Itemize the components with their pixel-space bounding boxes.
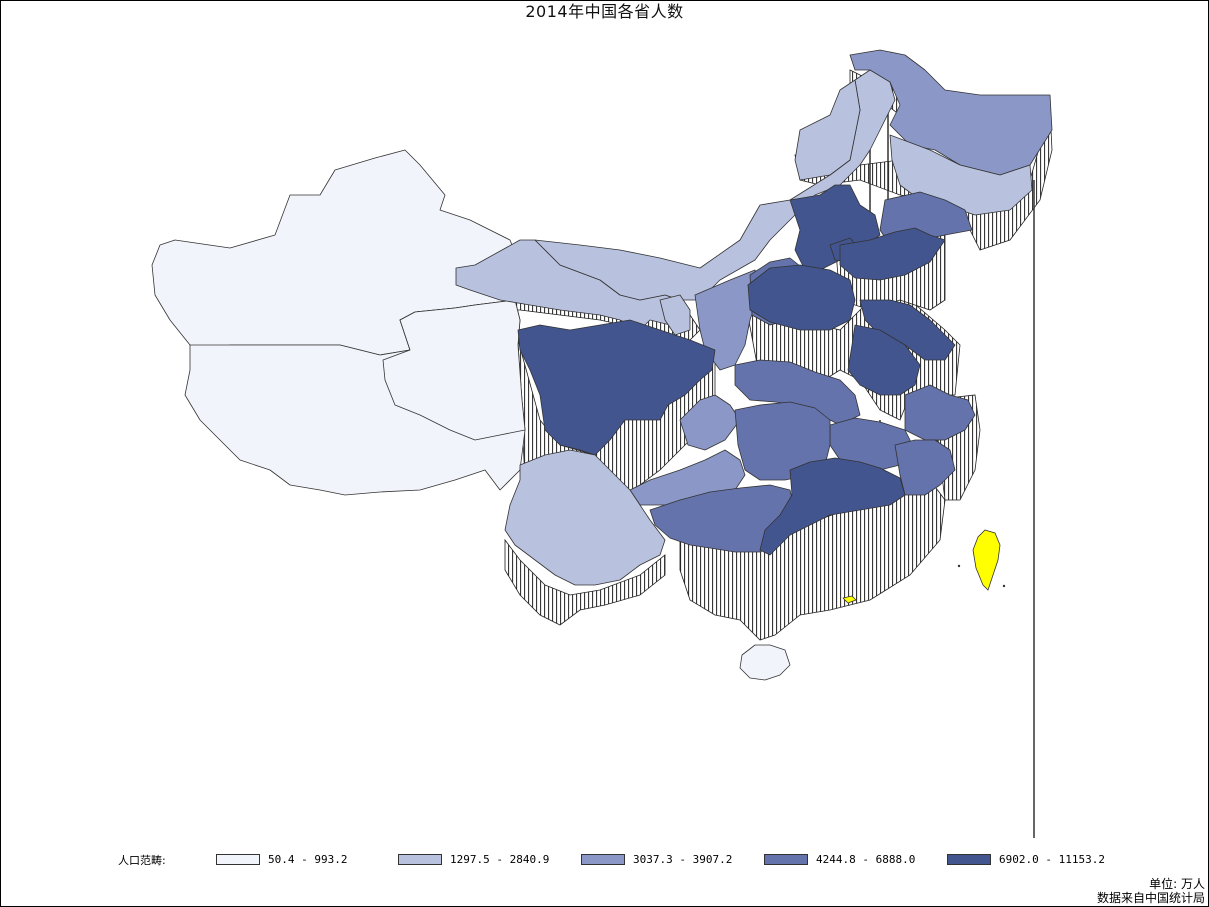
legend-label: 1297.5 - 2840.9 <box>450 852 550 866</box>
map-title: 2014年中国各省人数 <box>525 2 684 21</box>
region-guangdong[interactable] <box>759 457 906 556</box>
region-innermongolia-east[interactable] <box>794 79 861 181</box>
legend: 人口范畴: 50.4 - 993.2 1297.5 - 2840.9 3037.… <box>0 850 1209 870</box>
region-shaanxi[interactable] <box>694 269 761 371</box>
legend-label: 3037.3 - 3907.2 <box>633 852 733 866</box>
legend-swatch <box>216 853 260 865</box>
legend-label: 4244.8 - 6888.0 <box>816 852 916 866</box>
region-taiwan[interactable] <box>972 529 1001 591</box>
island-dot-2 <box>957 564 961 568</box>
island-dot <box>1002 584 1006 588</box>
province-tops <box>151 49 1053 681</box>
legend-swatch <box>398 853 442 865</box>
legend-item: 50.4 - 993.2 <box>216 852 347 866</box>
region-henan[interactable] <box>747 264 856 331</box>
region-yunnan[interactable] <box>504 449 666 586</box>
source-label: 数据来自中国统计局 <box>1096 891 1205 905</box>
region-hainan[interactable] <box>739 644 791 681</box>
legend-label: 50.4 - 993.2 <box>268 852 348 866</box>
legend-swatch <box>581 853 625 865</box>
region-fujian[interactable] <box>894 439 956 496</box>
legend-item: 1297.5 - 2840.9 <box>398 852 549 866</box>
region-anhui[interactable] <box>847 324 921 396</box>
region-qinghai[interactable] <box>382 299 526 441</box>
unit-label: 单位: 万人 <box>1149 877 1205 891</box>
region-shandong[interactable] <box>839 227 946 281</box>
legend-swatch <box>947 853 991 865</box>
region-zhejiang[interactable] <box>904 384 976 441</box>
legend-label: 6902.0 - 11153.2 <box>999 852 1105 866</box>
legend-swatch <box>764 853 808 865</box>
legend-item: 3037.3 - 3907.2 <box>581 852 732 866</box>
legend-title: 人口范畴: <box>118 854 166 867</box>
region-ningxia[interactable] <box>659 294 691 336</box>
legend-item: 6902.0 - 11153.2 <box>947 852 1105 866</box>
region-hongkong-macau[interactable] <box>842 595 857 604</box>
legend-item: 4244.8 - 6888.0 <box>764 852 915 866</box>
wall-yunnan <box>504 538 666 626</box>
region-sichuan[interactable] <box>517 319 716 456</box>
region-innermongolia[interactable] <box>534 69 896 301</box>
